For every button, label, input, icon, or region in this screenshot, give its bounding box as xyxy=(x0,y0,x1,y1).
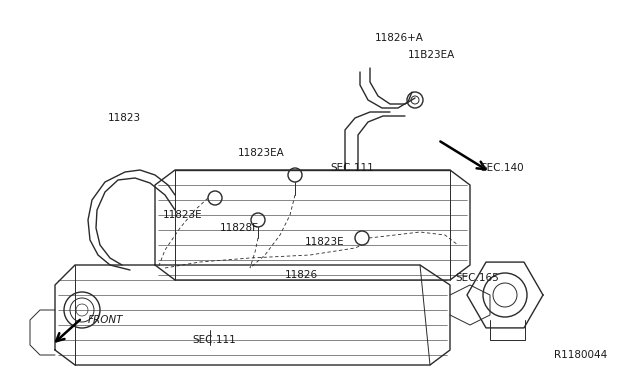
Text: SEC.111: SEC.111 xyxy=(330,163,374,173)
Text: 11826: 11826 xyxy=(285,270,318,280)
Text: 11823E: 11823E xyxy=(305,237,344,247)
Text: SEC.140: SEC.140 xyxy=(480,163,524,173)
Text: 11826+A: 11826+A xyxy=(375,33,424,43)
Text: 11823: 11823 xyxy=(108,113,141,123)
Text: 11823E: 11823E xyxy=(163,210,203,220)
Text: SEC.111: SEC.111 xyxy=(192,335,236,345)
Text: FRONT: FRONT xyxy=(88,315,124,325)
Text: SEC.165: SEC.165 xyxy=(455,273,499,283)
Text: 11823EA: 11823EA xyxy=(238,148,285,158)
Text: R1180044: R1180044 xyxy=(554,350,607,360)
Text: 11B23EA: 11B23EA xyxy=(408,50,455,60)
Text: 11828F: 11828F xyxy=(220,223,259,233)
